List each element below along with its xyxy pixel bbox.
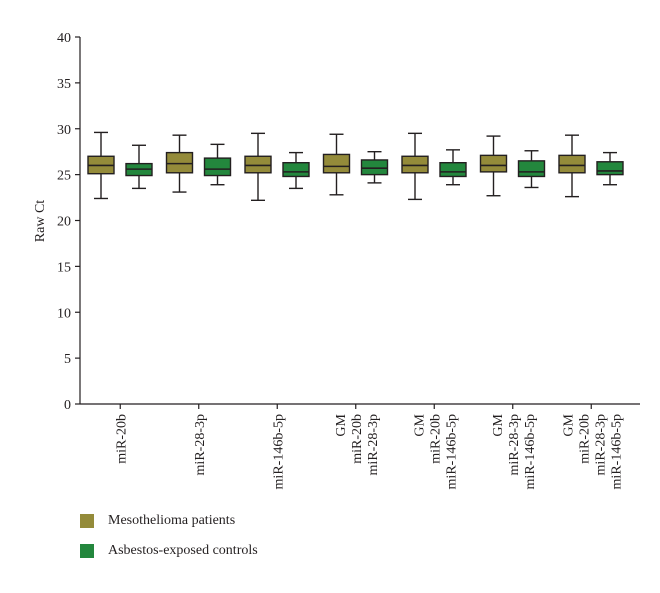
category-label: miR-146b-5p — [609, 414, 624, 489]
legend-label-mesothelioma: Mesothelioma patients — [108, 513, 236, 528]
category-label: miR-28-3p — [507, 414, 522, 475]
legend-label-controls: Asbestos-exposed controls — [108, 543, 258, 558]
y-tick-label: 40 — [57, 31, 71, 46]
box — [322, 153, 351, 174]
category-label: GM — [561, 413, 576, 436]
box — [517, 160, 546, 178]
category-label: miR-20b — [350, 414, 365, 464]
category-label: miR-20b — [114, 414, 129, 464]
box — [558, 154, 586, 174]
legend: Mesothelioma patients Asbestos-exposed c… — [80, 512, 258, 572]
box — [360, 159, 389, 176]
y-tick-label: 5 — [64, 352, 71, 367]
box — [596, 161, 624, 176]
y-tick-label: 10 — [57, 306, 71, 321]
y-tick-label: 0 — [64, 398, 71, 413]
category-label: miR-28-3p — [593, 414, 608, 475]
box — [479, 154, 508, 173]
box — [401, 155, 429, 174]
y-tick-label: 15 — [57, 260, 71, 275]
category-label: miR-146b-5p — [444, 414, 459, 489]
legend-item-mesothelioma: Mesothelioma patients — [80, 512, 258, 530]
box — [244, 155, 272, 174]
category-label: miR-146b-5p — [523, 414, 538, 489]
category-label: miR-146b-5p — [271, 414, 286, 489]
y-tick-label: 30 — [57, 123, 71, 138]
box — [439, 161, 467, 178]
y-tick-label: 20 — [57, 215, 71, 230]
category-label: GM — [334, 413, 349, 436]
box — [203, 157, 232, 177]
legend-swatch-mesothelioma — [80, 514, 94, 528]
category-label: miR-28-3p — [193, 414, 208, 475]
legend-swatch-controls — [80, 544, 94, 558]
category-label: GM — [412, 413, 427, 436]
y-tick-label: 25 — [57, 169, 71, 184]
box — [165, 151, 194, 174]
category-label: GM — [491, 413, 506, 436]
category-label: miR-20b — [577, 414, 592, 464]
y-tick-label: 35 — [57, 77, 71, 92]
category-label: miR-20b — [428, 414, 443, 464]
box — [282, 161, 310, 178]
category-label: miR-28-3p — [366, 414, 381, 475]
legend-item-controls: Asbestos-exposed controls — [80, 542, 258, 560]
y-axis-title: Raw Ct — [33, 200, 48, 243]
